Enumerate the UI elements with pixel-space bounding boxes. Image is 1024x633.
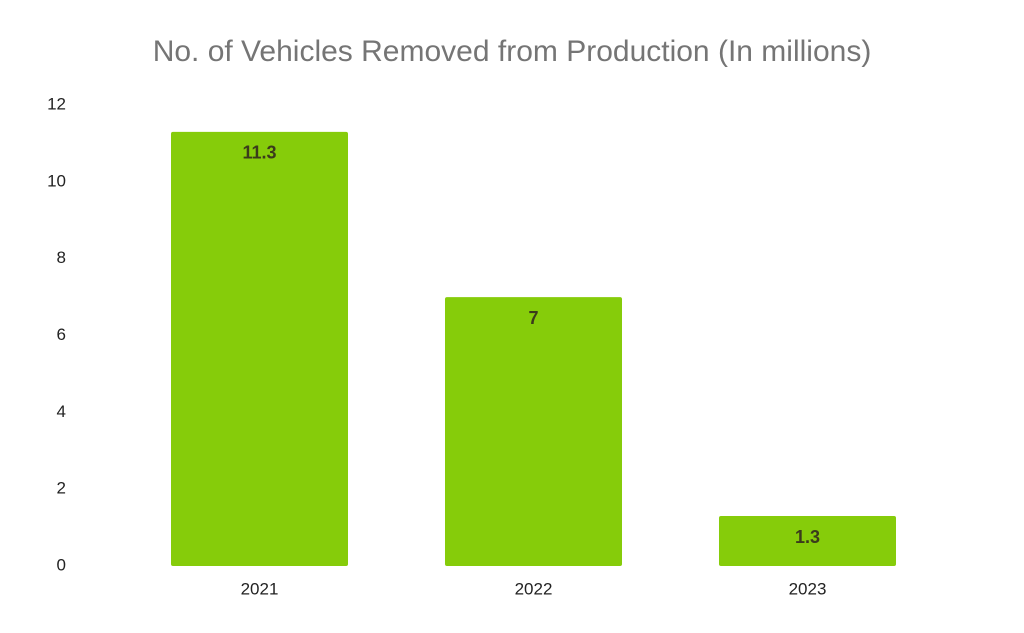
value-label: 11.3	[242, 143, 276, 163]
chart-title: No. of Vehicles Removed from Production …	[153, 35, 872, 68]
y-tick-label: 12	[47, 94, 66, 113]
y-tick-label: 10	[47, 171, 66, 190]
y-tick-label: 0	[57, 555, 66, 574]
x-tick-label: 2021	[241, 579, 279, 598]
value-label: 1.3	[795, 527, 820, 547]
x-tick-label: 2022	[515, 579, 553, 598]
value-label: 7	[528, 308, 538, 328]
bar	[718, 516, 897, 566]
y-tick-label: 8	[57, 248, 66, 267]
y-tick-label: 4	[57, 402, 66, 421]
y-tick-label: 2	[57, 479, 66, 498]
bar	[170, 131, 349, 566]
bar	[444, 297, 623, 566]
y-tick-label: 6	[57, 325, 66, 344]
x-tick-label: 2023	[789, 579, 827, 598]
